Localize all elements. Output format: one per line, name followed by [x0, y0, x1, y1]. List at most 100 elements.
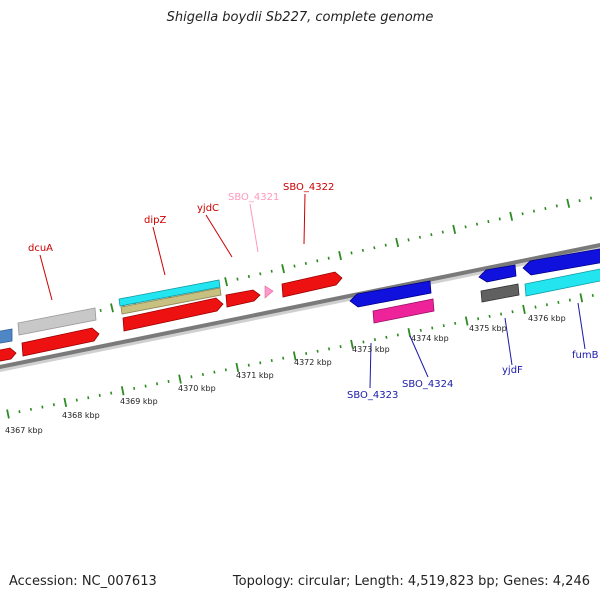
feature-dcuA[interactable]	[21, 327, 100, 357]
lower-row-minor-tick	[201, 372, 204, 377]
connector-SBO_4322	[303, 193, 306, 245]
feature-fumB[interactable]	[522, 248, 600, 276]
upper-row-major-tick	[281, 264, 285, 274]
lower-row-minor-tick	[110, 391, 113, 395]
upper-row-minor-tick	[259, 272, 262, 276]
feature-SBO_4323[interactable]	[349, 280, 432, 308]
lower-row-minor-tick	[328, 347, 331, 351]
lower-row-minor-tick	[282, 356, 285, 360]
lower-row-minor-tick	[213, 370, 216, 374]
lower-row-minor-tick	[442, 324, 445, 328]
scale-label-4376: 4376 kbp	[528, 314, 566, 323]
feature-dipZ-cyan[interactable]	[118, 279, 221, 307]
feature-SBO_4322[interactable]	[281, 271, 343, 298]
feature-red-left[interactable]	[0, 347, 17, 362]
upper-row-major-tick	[452, 224, 457, 234]
lower-row-major-tick	[292, 351, 297, 361]
connector-dipZ	[152, 226, 166, 276]
connector-dcuA	[39, 254, 53, 301]
gene-label-dcuA[interactable]: dcuA	[28, 243, 53, 254]
lower-row-minor-tick	[568, 298, 571, 302]
scale-label-4369: 4369 kbp	[120, 397, 158, 406]
gene-label-SBO_4321[interactable]: SBO_4321	[228, 192, 279, 203]
upper-row-minor-tick	[373, 246, 376, 250]
lower-row-minor-tick	[18, 410, 21, 414]
lower-row-major-tick	[120, 386, 125, 396]
lower-row-major-tick	[579, 293, 584, 303]
gene-label-yjdC[interactable]: yjdC	[197, 203, 219, 214]
gene-label-dipZ[interactable]: dipZ	[144, 215, 166, 226]
lower-row-minor-tick	[29, 407, 32, 411]
scale-label-4370: 4370 kbp	[178, 384, 216, 393]
lower-row-minor-tick	[396, 333, 399, 337]
lower-row-minor-tick	[224, 368, 227, 372]
upper-row-minor-tick	[555, 204, 558, 208]
label-connectors	[39, 193, 586, 389]
gene-label-SBO_4324[interactable]: SBO_4324	[402, 379, 453, 390]
scale-label-4368: 4368 kbp	[62, 411, 100, 420]
lower-row-minor-tick	[557, 300, 560, 304]
feature-yjdF-blue[interactable]	[478, 264, 517, 283]
feature-dipZ-olive[interactable]	[120, 287, 222, 315]
scale-label-4373: 4373 kbp	[352, 345, 390, 354]
feature-blue-left[interactable]	[0, 328, 13, 344]
feature-yjdC[interactable]	[225, 289, 261, 308]
feature-yjdF[interactable]	[480, 283, 520, 303]
genome-backbone	[0, 242, 600, 370]
lower-row-minor-tick	[75, 398, 78, 402]
feature-dcuA-upstream-gray[interactable]	[17, 307, 97, 336]
lower-row-minor-tick	[247, 363, 250, 367]
upper-row-minor-tick	[498, 217, 501, 221]
upper-row-minor-tick	[589, 196, 593, 200]
lower-row-minor-tick	[488, 314, 491, 318]
upper-row-minor-tick	[521, 212, 524, 216]
lower-row-major-tick	[464, 316, 469, 326]
connector-SBO_4323	[369, 342, 372, 389]
gene-label-SBO_4323[interactable]: SBO_4323	[347, 390, 398, 401]
connector-SBO_4321	[249, 203, 259, 253]
lower-row-minor-tick	[316, 349, 319, 353]
lower-row-major-tick	[407, 328, 412, 338]
feature-SBO_4321[interactable]	[264, 285, 274, 299]
lower-row-minor-tick	[52, 403, 55, 407]
lower-row-minor-tick	[591, 293, 594, 297]
lower-row-major-tick	[522, 304, 526, 314]
lower-row-major-tick	[178, 374, 182, 384]
scale-label-4367: 4367 kbp	[5, 426, 43, 435]
lower-row-minor-tick	[305, 352, 308, 356]
gene-label-fumB[interactable]: fumB	[572, 350, 599, 361]
upper-row-minor-tick	[304, 261, 307, 265]
upper-row-minor-tick	[532, 209, 536, 213]
gene-label-SBO_4322[interactable]: SBO_4322	[283, 182, 334, 193]
lower-row-minor-tick	[41, 405, 44, 409]
upper-row-minor-tick	[407, 238, 410, 242]
lower-row-minor-tick	[156, 382, 159, 386]
feature-fumB-cyan[interactable]	[524, 268, 600, 297]
scale-label-4374: 4374 kbp	[411, 334, 449, 343]
lower-row-major-tick	[6, 409, 10, 419]
feature-SBO_4324[interactable]	[372, 298, 435, 324]
gene-label-yjdF[interactable]: yjdF	[502, 365, 523, 376]
lower-row-minor-tick	[500, 312, 503, 316]
upper-row-minor-tick	[441, 230, 444, 234]
upper-row-minor-tick	[293, 264, 296, 268]
upper-row-minor-tick	[578, 199, 581, 203]
lower-row-major-tick	[350, 339, 354, 349]
accession-text: Accession: NC_007613	[9, 574, 157, 589]
connector-fumB	[577, 302, 586, 350]
upper-row-minor-tick	[430, 233, 433, 237]
upper-row-minor-tick	[99, 308, 102, 313]
upper-row-minor-tick	[327, 256, 330, 260]
connector-SBO_4324	[409, 335, 429, 378]
feature-dipZ[interactable]	[122, 297, 224, 332]
upper-row-major-tick	[509, 211, 514, 221]
connector-yjdF	[504, 317, 513, 366]
upper-row-minor-tick	[464, 225, 467, 229]
lower-row-minor-tick	[373, 338, 376, 342]
genome-summary-text: Topology: circular; Length: 4,519,823 bp…	[232, 574, 590, 589]
lower-row-minor-tick	[270, 359, 273, 363]
lower-row-minor-tick	[98, 393, 101, 397]
upper-row-minor-tick	[350, 251, 353, 255]
upper-row-minor-tick	[316, 259, 319, 263]
